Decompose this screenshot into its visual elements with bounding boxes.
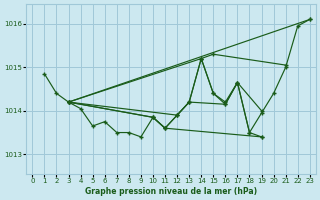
X-axis label: Graphe pression niveau de la mer (hPa): Graphe pression niveau de la mer (hPa) [85,187,257,196]
